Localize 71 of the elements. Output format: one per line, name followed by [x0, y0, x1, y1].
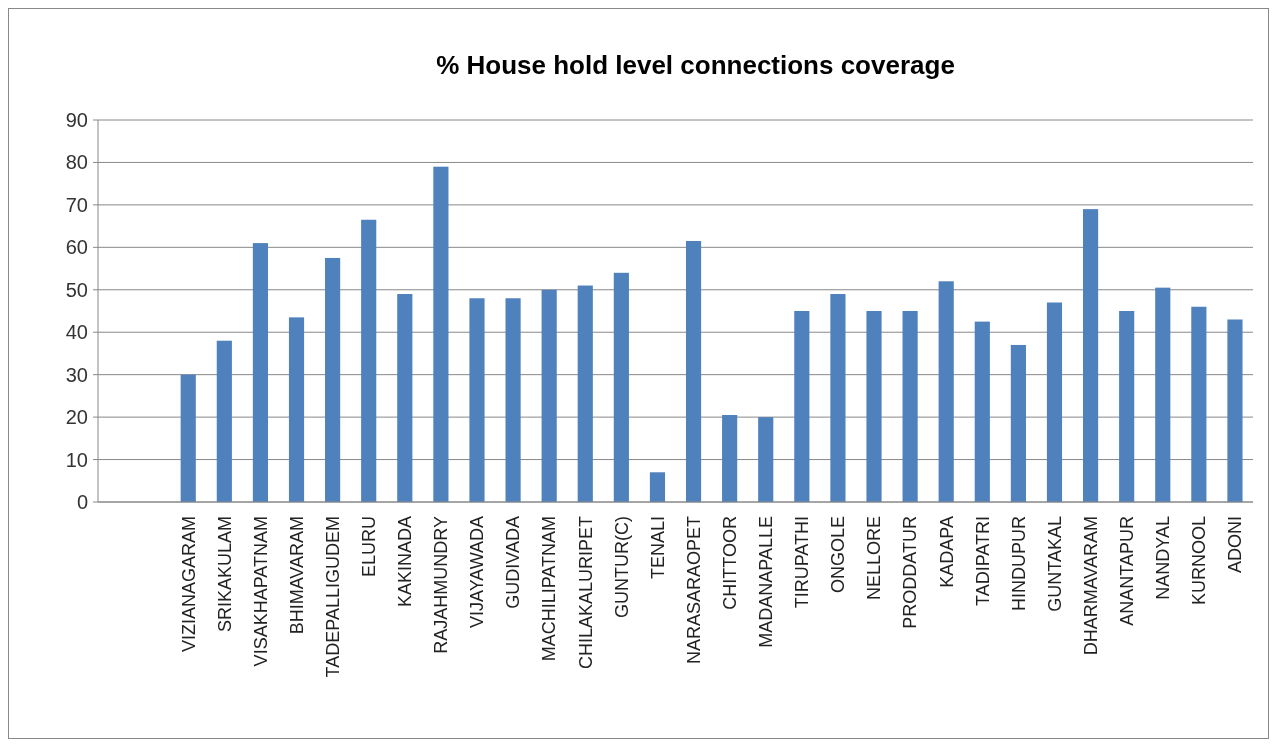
- bar: [252, 243, 268, 502]
- bar: [469, 298, 485, 502]
- x-tick-label: TIRUPATHI: [792, 516, 813, 609]
- x-tick-label: PRODDATUR: [900, 516, 921, 629]
- y-tick-label: 90: [65, 109, 88, 131]
- y-tick-label: 30: [65, 363, 88, 386]
- bar: [1010, 344, 1026, 502]
- x-tick-label: VIJAYAWADA: [467, 516, 488, 629]
- y-tick-label: 60: [65, 236, 88, 259]
- bar: [866, 311, 882, 502]
- bar: [1083, 209, 1099, 502]
- x-tick-label: NARASARAOPET: [683, 516, 704, 665]
- bar: [505, 298, 521, 502]
- x-tick-label: CHITTOOR: [719, 516, 740, 610]
- bar: [433, 166, 449, 502]
- x-tick-label: VIZIANAGARAM: [178, 516, 199, 653]
- bar: [1227, 319, 1243, 502]
- x-tick-label: KADAPA: [936, 516, 957, 588]
- x-tick-label: TADEPALLIGUDEM: [322, 516, 343, 678]
- bar: [758, 417, 774, 502]
- x-tick-label: HINDUPUR: [1008, 516, 1029, 612]
- y-tick-label: 70: [65, 193, 88, 216]
- bar: [361, 219, 377, 502]
- bar: [180, 374, 196, 502]
- x-tick-label: KURNOOL: [1189, 516, 1210, 606]
- x-tick-label: NELLORE: [864, 516, 885, 601]
- x-tick-label: NANDYAL: [1153, 516, 1174, 600]
- bar: [938, 281, 954, 502]
- bar: [974, 321, 990, 502]
- x-tick-label: GUDIVADA: [503, 516, 524, 609]
- bar: [1119, 311, 1135, 502]
- y-tick-label: 10: [65, 448, 88, 471]
- x-tick-label: BHIMAVARAM: [286, 516, 307, 635]
- x-tick-label: KAKINADA: [395, 516, 416, 608]
- bar: [685, 240, 702, 502]
- x-tick-label: SRIKAKULAM: [214, 516, 235, 633]
- bar: [830, 294, 846, 502]
- x-tick-label: ADONI: [1225, 516, 1246, 574]
- x-tick-label: DHARMAVARAM: [1080, 516, 1101, 656]
- x-tick-label: GUNTUR(C): [611, 516, 632, 618]
- x-tick-label: ELURU: [359, 516, 379, 578]
- bar: [288, 317, 305, 502]
- bar: [216, 340, 232, 502]
- bar: [577, 285, 593, 502]
- x-tick-label: ONGOLE: [828, 516, 849, 594]
- y-tick-label: 20: [65, 406, 88, 429]
- bar: [325, 257, 341, 502]
- y-tick-label: 50: [65, 278, 88, 301]
- y-tick-label: 0: [76, 491, 88, 513]
- x-tick-label: TENALI: [647, 516, 668, 580]
- x-tick-label: MACHILIPATNAM: [539, 516, 560, 662]
- bar: [1155, 287, 1171, 502]
- x-tick-label: GUNTAKAL: [1044, 516, 1065, 612]
- x-tick-label: ANANTAPUR: [1116, 516, 1137, 626]
- bar: [722, 414, 738, 502]
- x-tick-label: CHILAKALURIPET: [575, 516, 596, 670]
- bar: [794, 311, 810, 502]
- x-tick-label: VISAKHAPATNAM: [250, 516, 271, 667]
- bar: [397, 294, 413, 502]
- x-tick-label: TADIPATRI: [972, 516, 993, 606]
- bar: [649, 472, 666, 502]
- x-tick-label: MADANAPALLE: [756, 516, 777, 648]
- bar: [902, 311, 918, 502]
- bar: [1046, 302, 1063, 502]
- bar: [541, 289, 557, 502]
- x-tick-label: RAJAHMUNDRY: [431, 516, 452, 654]
- bar: [1191, 306, 1207, 502]
- y-tick-label: 40: [65, 321, 88, 344]
- y-tick-label: 80: [65, 151, 88, 174]
- chart-title: % House hold level connections coverage: [436, 50, 955, 80]
- bar: [613, 272, 629, 502]
